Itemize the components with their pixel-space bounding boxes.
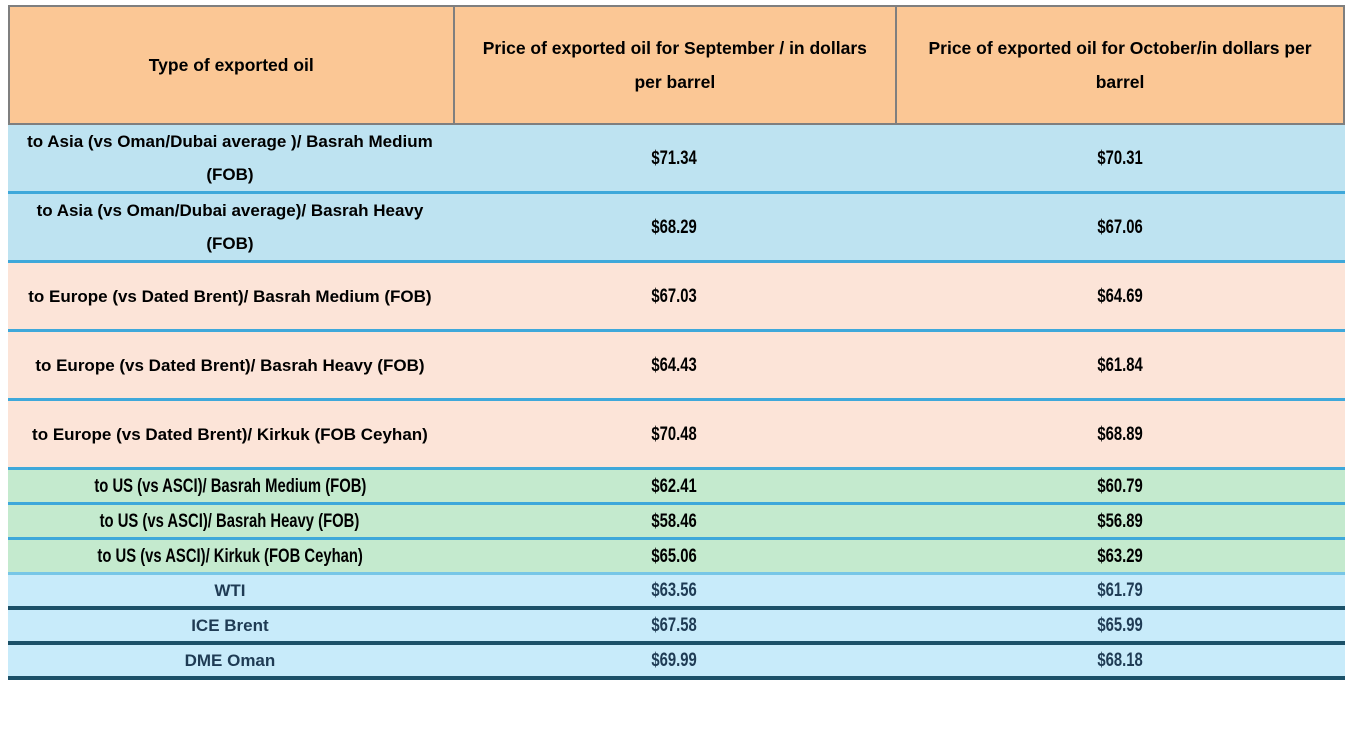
oil-type-cell: to Europe (vs Dated Brent)/ Basrah Mediu… xyxy=(28,286,432,306)
table-row: to Europe (vs Dated Brent)/ Kirkuk (FOB … xyxy=(8,401,1345,470)
september-price-cell: $69.99 xyxy=(452,645,896,676)
oil-type-cell: to US (vs ASCI)/ Kirkuk (FOB Ceyhan) xyxy=(8,540,452,572)
september-price-cell: $58.46 xyxy=(452,505,896,537)
oil-type-cell: to US (vs ASCI)/ Basrah Heavy (FOB) xyxy=(8,505,452,537)
table-row: to Europe (vs Dated Brent)/ Basrah Heavy… xyxy=(8,332,1345,401)
october-price-cell: $68.18 xyxy=(896,645,1345,676)
price-value: $62.41 xyxy=(651,475,697,497)
table-header: Type of exported oil Price of exported o… xyxy=(8,5,1345,125)
table-row: to Asia (vs Oman/Dubai average)/ Basrah … xyxy=(8,194,1345,263)
header-cell-october: Price of exported oil for October/in dol… xyxy=(895,7,1343,123)
price-value: $67.06 xyxy=(1097,216,1144,238)
september-price-cell: $68.29 xyxy=(452,194,896,260)
september-price-cell: $70.48 xyxy=(452,401,896,467)
october-price-cell: $68.89 xyxy=(896,401,1345,467)
price-value: $61.84 xyxy=(1097,354,1144,376)
table-row: to US (vs ASCI)/ Basrah Medium (FOB) $62… xyxy=(8,470,1345,505)
october-price-cell: $61.84 xyxy=(896,332,1345,398)
october-price-cell: $60.79 xyxy=(896,470,1345,502)
oil-type-cell: ICE Brent xyxy=(191,616,269,635)
september-price-cell: $67.58 xyxy=(452,610,896,641)
october-price-cell: $67.06 xyxy=(896,194,1345,260)
price-value: $68.29 xyxy=(651,216,697,238)
september-price-cell: $67.03 xyxy=(452,263,896,329)
price-value: $63.56 xyxy=(651,580,697,601)
table-row: to US (vs ASCI)/ Basrah Heavy (FOB) $58.… xyxy=(8,505,1345,540)
header-cell-type: Type of exported oil xyxy=(148,55,314,75)
price-value: $60.79 xyxy=(1097,475,1144,497)
table-row: to US (vs ASCI)/ Kirkuk (FOB Ceyhan) $65… xyxy=(8,540,1345,575)
price-value: $67.03 xyxy=(651,285,697,307)
price-value: $64.69 xyxy=(1097,285,1144,307)
october-price-cell: $61.79 xyxy=(896,575,1345,606)
oil-price-table: Type of exported oil Price of exported o… xyxy=(8,5,1345,680)
price-value: $69.99 xyxy=(651,650,697,671)
october-price-cell: $65.99 xyxy=(896,610,1345,641)
oil-type-cell: to Europe (vs Dated Brent)/ Kirkuk (FOB … xyxy=(32,424,428,444)
september-price-cell: $64.43 xyxy=(452,332,896,398)
oil-type-label: to US (vs ASCI)/ Kirkuk (FOB Ceyhan) xyxy=(97,545,363,567)
price-value: $58.46 xyxy=(651,510,697,532)
price-value: $63.29 xyxy=(1097,545,1144,567)
price-value: $65.06 xyxy=(651,545,697,567)
oil-type-cell: to Asia (vs Oman/Dubai average)/ Basrah … xyxy=(36,201,424,253)
september-price-cell: $65.06 xyxy=(452,540,896,572)
september-price-cell: $63.56 xyxy=(452,575,896,606)
october-price-cell: $63.29 xyxy=(896,540,1345,572)
october-price-cell: $56.89 xyxy=(896,505,1345,537)
october-price-cell: $64.69 xyxy=(896,263,1345,329)
oil-type-cell: to Europe (vs Dated Brent)/ Basrah Heavy… xyxy=(35,355,425,375)
oil-type-cell: to Asia (vs Oman/Dubai average )/ Basrah… xyxy=(27,132,433,184)
price-value: $67.58 xyxy=(651,615,697,636)
price-value: $64.43 xyxy=(651,354,697,376)
price-value: $70.31 xyxy=(1097,147,1144,169)
table-row: ICE Brent $67.58 $65.99 xyxy=(8,610,1345,645)
september-price-cell: $62.41 xyxy=(452,470,896,502)
price-value: $65.99 xyxy=(1097,615,1144,636)
oil-type-cell: WTI xyxy=(214,581,246,600)
price-value: $68.89 xyxy=(1097,423,1144,445)
price-value: $70.48 xyxy=(651,423,697,445)
oil-type-cell: to US (vs ASCI)/ Basrah Medium (FOB) xyxy=(8,470,452,502)
table-row: to Europe (vs Dated Brent)/ Basrah Mediu… xyxy=(8,263,1345,332)
header-cell-september: Price of exported oil for September / in… xyxy=(452,7,896,123)
price-value: $61.79 xyxy=(1097,580,1144,601)
september-price-cell: $71.34 xyxy=(452,125,896,191)
price-value: $56.89 xyxy=(1097,510,1144,532)
table-row: to Asia (vs Oman/Dubai average )/ Basrah… xyxy=(8,125,1345,194)
october-price-cell: $70.31 xyxy=(896,125,1345,191)
price-value: $68.18 xyxy=(1097,650,1144,671)
oil-type-label: to US (vs ASCI)/ Basrah Heavy (FOB) xyxy=(100,510,360,532)
table-row: WTI $63.56 $61.79 xyxy=(8,575,1345,610)
table-row: DME Oman $69.99 $68.18 xyxy=(8,645,1345,680)
oil-type-cell: DME Oman xyxy=(184,651,276,670)
price-value: $71.34 xyxy=(651,147,697,169)
oil-type-label: to US (vs ASCI)/ Basrah Medium (FOB) xyxy=(93,475,366,497)
